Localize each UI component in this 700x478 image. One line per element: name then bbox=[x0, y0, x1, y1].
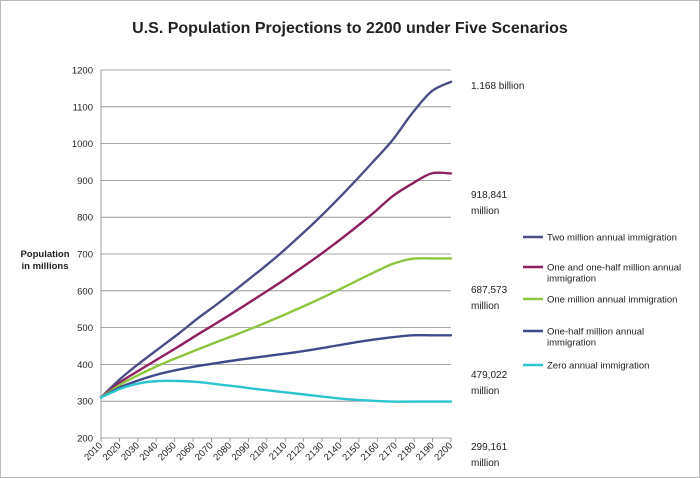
annotation-4-line-1: 479,022 bbox=[471, 370, 508, 381]
legend-label-3: One million annual immigration bbox=[547, 295, 677, 306]
y-axis-ticks: 200 300 400 500 600 700 800 900 1000 1100 1200 bbox=[72, 66, 93, 445]
x-tick-label-2020: 2020 bbox=[101, 440, 124, 463]
x-tick-label-2180: 2180 bbox=[396, 440, 419, 463]
annotation-3-line-2: million bbox=[471, 301, 499, 312]
series-line-2 bbox=[99, 171, 453, 399]
y-tick-label-700: 700 bbox=[77, 250, 93, 261]
y-tick-label-300: 300 bbox=[77, 397, 93, 408]
x-tick-label-2170: 2170 bbox=[377, 440, 400, 463]
legend-label-4: One-half million annual immigration bbox=[547, 327, 644, 349]
annotation-4-line-2: million bbox=[471, 386, 499, 397]
x-tick-label-2160: 2160 bbox=[359, 440, 382, 463]
series-line-5 bbox=[99, 379, 453, 403]
x-tick-label-2110: 2110 bbox=[267, 440, 289, 462]
legend-label-4-line-1: One-half million annual bbox=[547, 327, 644, 338]
x-tick-label-2050: 2050 bbox=[156, 440, 179, 463]
y-tick-label-900: 900 bbox=[77, 176, 93, 187]
end-value-annotations: 1.168 billion 918,841 million 687,573 millio… bbox=[471, 81, 524, 469]
y-axis-label-line-2: in millions bbox=[22, 261, 69, 272]
series-line-1 bbox=[99, 80, 453, 399]
y-tick-label-400: 400 bbox=[77, 360, 93, 371]
y-axis-label-line-1: Population bbox=[20, 249, 69, 260]
x-axis-ticks: 2010202020302040205020602070208020902100… bbox=[82, 438, 455, 463]
legend: Two million annual immigration One and on… bbox=[523, 233, 681, 372]
x-tick-label-2140: 2140 bbox=[322, 440, 345, 463]
y-tick-label-600: 600 bbox=[77, 286, 93, 297]
y-tick-label-800: 800 bbox=[77, 213, 93, 224]
x-tick-label-2190: 2190 bbox=[414, 440, 437, 463]
y-tick-label-500: 500 bbox=[77, 323, 93, 334]
y-axis-label: Population in millions bbox=[20, 249, 69, 272]
series-lines bbox=[99, 80, 453, 403]
x-tick-label-2080: 2080 bbox=[211, 440, 234, 463]
legend-label-5: Zero annual immigration bbox=[547, 361, 649, 372]
x-tick-label-2150: 2150 bbox=[340, 440, 363, 463]
gridlines bbox=[101, 69, 451, 439]
annotation-3-line-1: 687,573 bbox=[471, 285, 508, 296]
series-line-3 bbox=[99, 257, 453, 399]
series-line-4 bbox=[99, 333, 453, 399]
x-tick-label-2060: 2060 bbox=[174, 440, 197, 463]
x-tick-label-2100: 2100 bbox=[248, 440, 271, 463]
x-tick-label-2090: 2090 bbox=[230, 440, 253, 463]
x-tick-label-2070: 2070 bbox=[193, 440, 216, 463]
chart-title: U.S. Population Projections to 2200 unde… bbox=[132, 20, 568, 37]
legend-label-1: Two million annual immigration bbox=[547, 233, 677, 244]
annotation-5-line-1: 299,161 bbox=[471, 442, 508, 453]
y-tick-label-1000: 1000 bbox=[72, 139, 93, 150]
annotation-2-line-2: million bbox=[471, 206, 499, 217]
y-tick-label-1200: 1200 bbox=[72, 66, 93, 77]
x-tick-label-2120: 2120 bbox=[285, 440, 308, 463]
x-tick-label-2130: 2130 bbox=[303, 440, 326, 463]
y-tick-label-200: 200 bbox=[77, 434, 93, 445]
legend-label-2-line-2: immigration bbox=[547, 274, 596, 285]
x-tick-label-2040: 2040 bbox=[138, 440, 161, 463]
legend-label-2: One and one-half million annual immigrati… bbox=[547, 263, 681, 285]
annotation-1-line-1: 1.168 billion bbox=[471, 81, 524, 92]
legend-label-2-line-1: One and one-half million annual bbox=[547, 263, 681, 274]
annotation-5-line-2: million bbox=[471, 458, 499, 469]
x-tick-label-2030: 2030 bbox=[119, 440, 142, 463]
legend-label-4-line-2: immigration bbox=[547, 338, 596, 349]
annotation-2-line-1: 918,841 bbox=[471, 190, 508, 201]
y-tick-label-1100: 1100 bbox=[73, 102, 93, 113]
x-tick-label-2200: 2200 bbox=[432, 440, 455, 463]
